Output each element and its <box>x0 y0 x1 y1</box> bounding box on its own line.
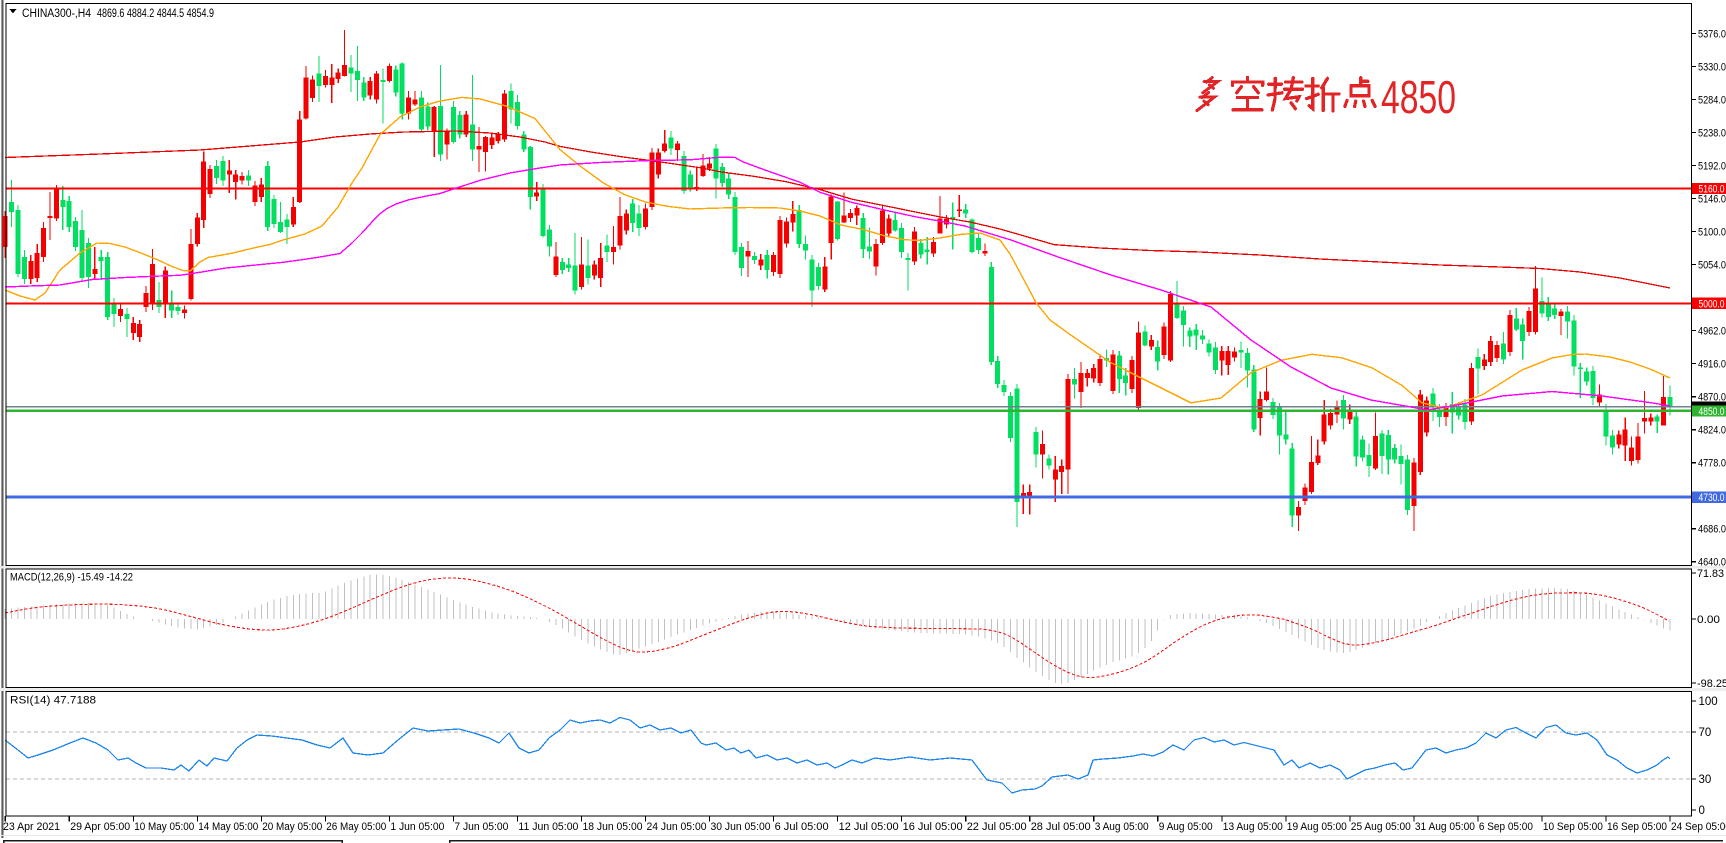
svg-text:16 Sep 05:00: 16 Sep 05:00 <box>1607 821 1667 833</box>
svg-text:6 Sep 05:00: 6 Sep 05:00 <box>1479 821 1533 833</box>
svg-text:19 Aug 05:00: 19 Aug 05:00 <box>1287 821 1347 833</box>
svg-text:100: 100 <box>1699 696 1718 708</box>
svg-text:4850: 4850 <box>1381 71 1456 123</box>
svg-text:16 Jul 05:00: 16 Jul 05:00 <box>903 821 963 833</box>
svg-text:13 Aug 05:00: 13 Aug 05:00 <box>1223 821 1283 833</box>
svg-text:MACD(12,26,9) -15.49 -14.22: MACD(12,26,9) -15.49 -14.22 <box>10 572 133 584</box>
svg-text:29 Apr 05:00: 29 Apr 05:00 <box>70 821 130 833</box>
svg-text:30: 30 <box>1699 774 1712 786</box>
svg-text:24 Sep 05:00: 24 Sep 05:00 <box>1671 821 1726 833</box>
svg-text:1 Jun 05:00: 1 Jun 05:00 <box>390 821 444 833</box>
svg-text:4869.6 4884.2 4844.5 4854.9: 4869.6 4884.2 4844.5 4854.9 <box>97 6 214 20</box>
svg-text:28 Jul 05:00: 28 Jul 05:00 <box>1031 821 1091 833</box>
svg-text:18 Jun 05:00: 18 Jun 05:00 <box>583 821 643 833</box>
svg-text:4962.0: 4962.0 <box>1698 325 1726 337</box>
svg-text:4640.0: 4640.0 <box>1698 557 1726 569</box>
svg-text:22 Jul 05:00: 22 Jul 05:00 <box>967 821 1027 833</box>
svg-text:31 Aug 05:00: 31 Aug 05:00 <box>1415 821 1475 833</box>
svg-text:4778.0: 4778.0 <box>1698 458 1726 470</box>
svg-text:4730.0: 4730.0 <box>1699 492 1725 504</box>
svg-text:4824.0: 4824.0 <box>1698 425 1726 437</box>
svg-text:5284.0: 5284.0 <box>1698 94 1726 106</box>
svg-text:5054.0: 5054.0 <box>1698 259 1726 271</box>
svg-text:5192.0: 5192.0 <box>1698 160 1726 172</box>
svg-text:25 Aug 05:00: 25 Aug 05:00 <box>1351 821 1411 833</box>
svg-text:4916.0: 4916.0 <box>1698 358 1726 370</box>
svg-text:14 May 05:00: 14 May 05:00 <box>198 821 258 833</box>
svg-text:71.83: 71.83 <box>1697 568 1724 580</box>
svg-text:4870.0: 4870.0 <box>1698 392 1726 404</box>
svg-text:5238.0: 5238.0 <box>1698 127 1726 139</box>
svg-text:20 May 05:00: 20 May 05:00 <box>262 821 322 833</box>
svg-text:23 Apr 2021: 23 Apr 2021 <box>3 821 60 833</box>
svg-text:6 Jul 05:00: 6 Jul 05:00 <box>775 821 829 833</box>
svg-text:10 Sep 05:00: 10 Sep 05:00 <box>1543 821 1603 833</box>
svg-text:0: 0 <box>1699 805 1705 817</box>
svg-text:26 May 05:00: 26 May 05:00 <box>326 821 386 833</box>
svg-text:10 May 05:00: 10 May 05:00 <box>134 821 194 833</box>
svg-text:-98.25: -98.25 <box>1697 678 1726 690</box>
svg-text:9 Aug 05:00: 9 Aug 05:00 <box>1159 821 1213 833</box>
svg-text:4686.0: 4686.0 <box>1698 524 1726 536</box>
svg-text:3 Aug 05:00: 3 Aug 05:00 <box>1095 821 1149 833</box>
svg-text:5330.0: 5330.0 <box>1698 61 1726 73</box>
svg-text:5146.0: 5146.0 <box>1698 193 1726 205</box>
svg-text:30 Jun 05:00: 30 Jun 05:00 <box>711 821 771 833</box>
svg-text:0.00: 0.00 <box>1697 614 1720 626</box>
svg-text:CHINA300-,H4: CHINA300-,H4 <box>22 6 91 20</box>
svg-text:7 Jun 05:00: 7 Jun 05:00 <box>454 821 508 833</box>
svg-text:12 Jul 05:00: 12 Jul 05:00 <box>839 821 899 833</box>
svg-text:5100.0: 5100.0 <box>1698 226 1726 238</box>
svg-text:5376.0: 5376.0 <box>1698 28 1726 40</box>
svg-text:4850.0: 4850.0 <box>1699 406 1725 418</box>
svg-text:5160.0: 5160.0 <box>1699 184 1725 196</box>
svg-text:70: 70 <box>1699 727 1712 739</box>
svg-text:RSI(14) 47.7188: RSI(14) 47.7188 <box>10 695 96 707</box>
svg-text:5000.0: 5000.0 <box>1699 298 1725 310</box>
svg-text:24 Jun 05:00: 24 Jun 05:00 <box>647 821 707 833</box>
svg-text:11 Jun 05:00: 11 Jun 05:00 <box>518 821 578 833</box>
